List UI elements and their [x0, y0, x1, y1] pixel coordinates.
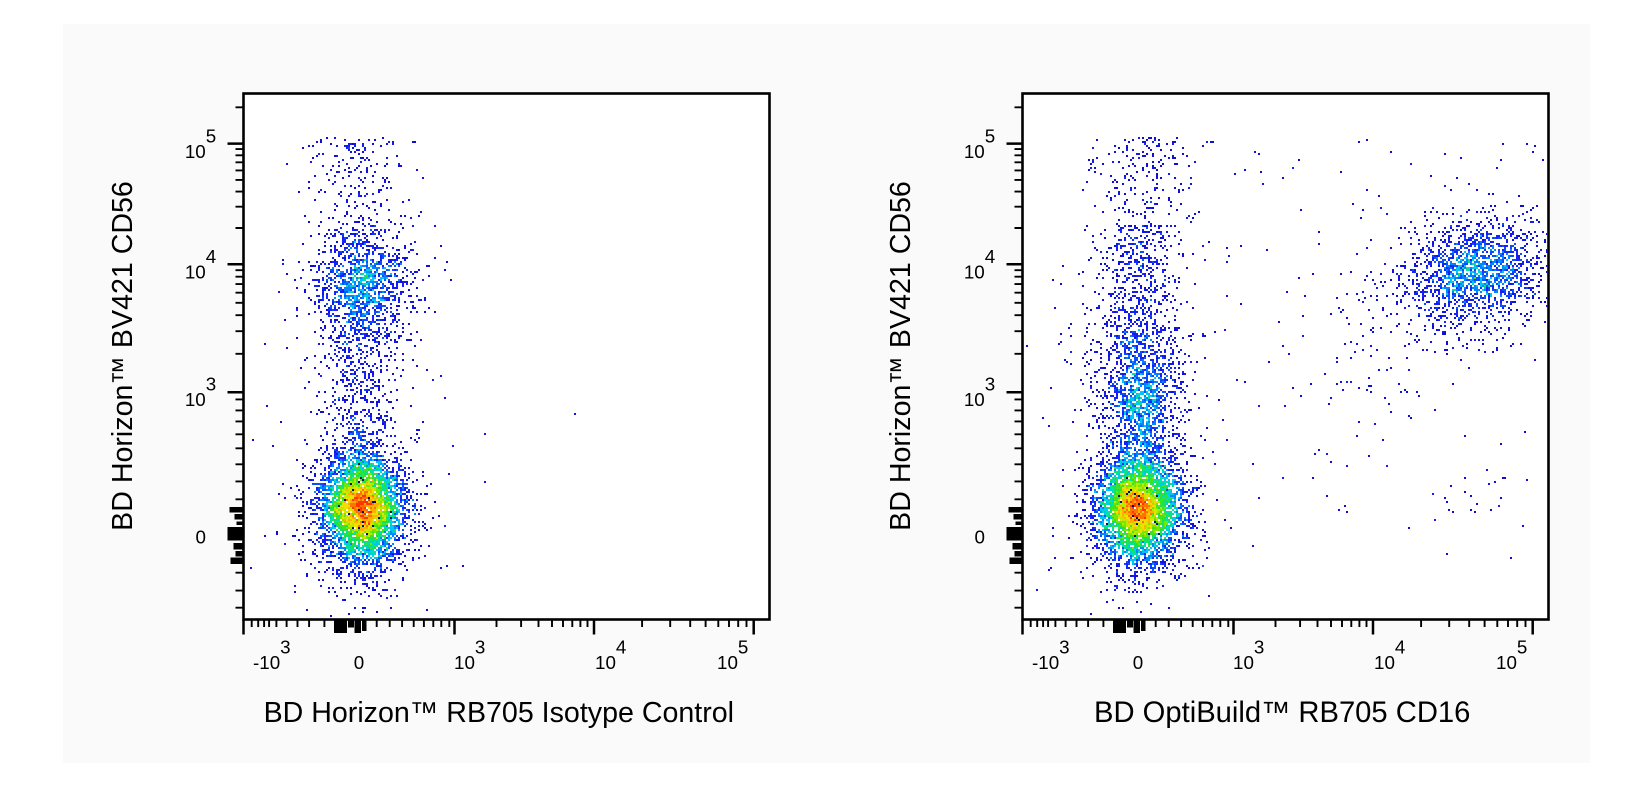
svg-text:0: 0: [195, 527, 205, 548]
svg-text:0: 0: [354, 652, 364, 673]
svg-text:BD Horizon™ BV421 CD56: BD Horizon™ BV421 CD56: [107, 181, 139, 531]
svg-text:BD OptiBuild™ RB705 CD16: BD OptiBuild™ RB705 CD16: [1094, 697, 1470, 729]
svg-text:0: 0: [974, 527, 984, 548]
svg-text:0: 0: [1133, 652, 1143, 673]
svg-text:BD Horizon™ RB705 Isotype Cont: BD Horizon™ RB705 Isotype Control: [264, 697, 734, 729]
svg-text:BD Horizon™ BV421 CD56: BD Horizon™ BV421 CD56: [885, 181, 917, 531]
